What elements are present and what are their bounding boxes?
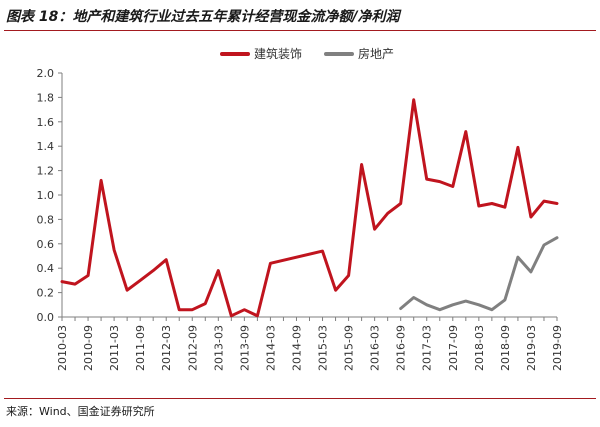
- y-tick-label: 2.0: [37, 67, 55, 80]
- series-line-construction: [60, 98, 559, 318]
- x-tick-label: 2015-09: [343, 325, 356, 371]
- y-tick-label: 0.0: [37, 311, 55, 324]
- y-tick-label: 1.4: [37, 140, 55, 153]
- y-tick-label: 1.2: [37, 165, 55, 178]
- x-tick-label: 2010-03: [56, 325, 69, 371]
- series-layer: [60, 98, 559, 318]
- x-tick-label: 2012-03: [160, 325, 173, 371]
- x-tick-label: 2016-09: [395, 325, 408, 371]
- x-tick-label: 2018-03: [473, 325, 486, 371]
- figure-title-bar: 图表 18：地产和建筑行业过去五年累计经营现金流净额/净利润: [0, 0, 600, 30]
- x-tick-label: 2013-09: [238, 325, 251, 371]
- x-tick-label: 2013-03: [212, 325, 225, 371]
- x-tick-label: 2016-03: [369, 325, 382, 371]
- x-tick-label: 2017-09: [447, 325, 460, 371]
- title-divider: [4, 30, 596, 31]
- y-tick-label: 0.4: [37, 262, 55, 275]
- x-tick-label: 2011-03: [108, 325, 121, 371]
- legend: 建筑装饰 房地产: [220, 46, 394, 61]
- y-axis: 0.0 0.2 0.4 0.6 0.8 1.0 1.2 1.4 1.6 1.8 2.0: [37, 67, 63, 324]
- x-tick-label: 2019-03: [525, 325, 538, 371]
- x-tick-label: 2014-09: [290, 325, 303, 371]
- y-tick-label: 1.6: [37, 116, 55, 129]
- source-divider: [4, 398, 596, 399]
- legend-label-real-estate: 房地产: [358, 46, 394, 61]
- x-tick-label: 2019-09: [551, 325, 564, 371]
- x-tick-label: 2017-03: [421, 325, 434, 371]
- x-tick-label: 2014-03: [264, 325, 277, 371]
- source-note: 来源：Wind、国金证券研究所: [6, 405, 155, 418]
- y-tick-label: 1.8: [37, 91, 55, 104]
- series-line-real-estate: [399, 236, 559, 312]
- y-tick-label: 1.0: [37, 189, 55, 202]
- x-tick-label: 2015-03: [317, 325, 330, 371]
- y-tick-label: 0.2: [37, 287, 55, 300]
- x-tick-label: 2011-09: [134, 325, 147, 371]
- figure-title: 图表 18：地产和建筑行业过去五年累计经营现金流净额/净利润: [6, 9, 400, 25]
- y-tick-label: 0.6: [37, 238, 55, 251]
- x-axis: 2010-03 2010-09 2011-03 2011-09 2012-03 2012-…: [56, 316, 564, 371]
- legend-label-construction: 建筑装饰: [254, 46, 302, 61]
- y-tick-label: 0.8: [37, 213, 55, 226]
- x-tick-label: 2010-09: [82, 325, 95, 371]
- x-tick-label: 2012-09: [186, 325, 199, 371]
- x-tick-label: 2018-09: [499, 325, 512, 371]
